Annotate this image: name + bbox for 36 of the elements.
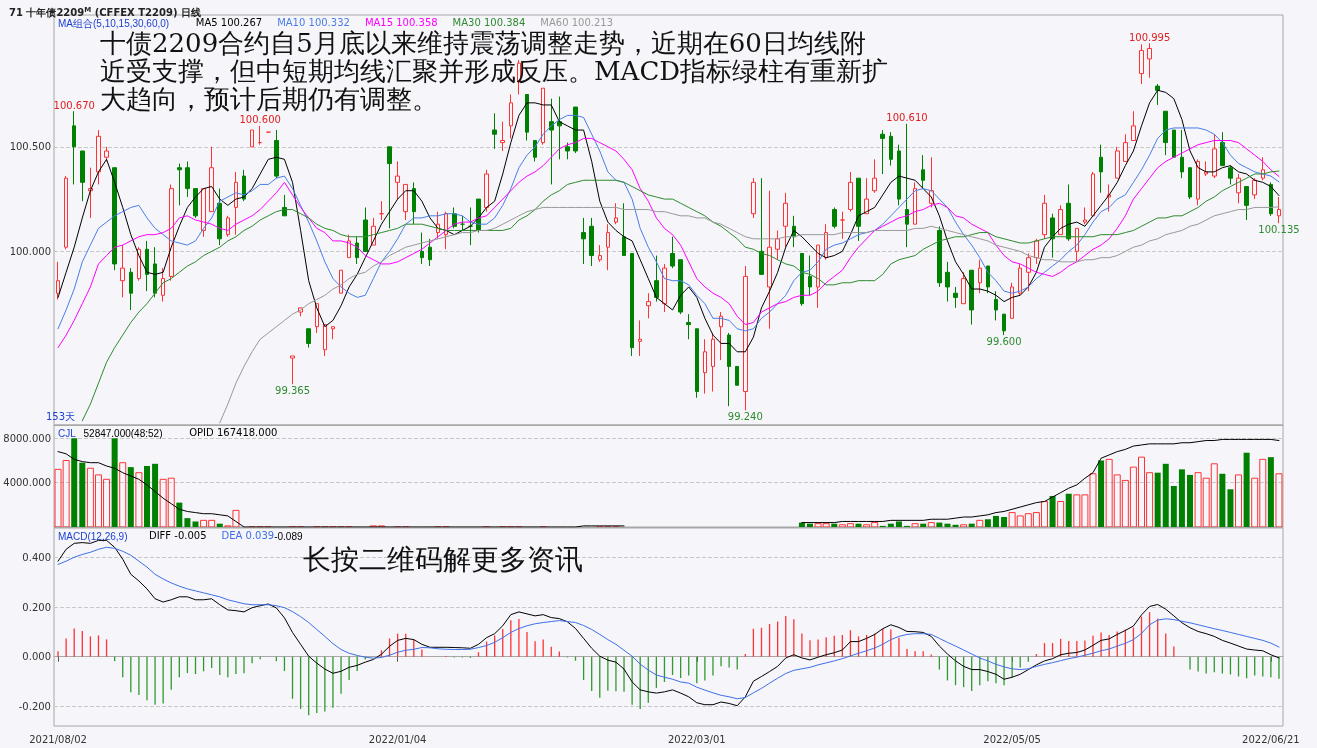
annotation: 100.610 [886, 112, 928, 124]
x-tick-label: 2022/05/05 [983, 733, 1041, 745]
annotation: 100.135 [1258, 223, 1300, 235]
x-tick-label: 2022/03/01 [667, 733, 726, 745]
legend-title: CJL [58, 427, 77, 439]
y-tick-label: 100.500 [9, 141, 51, 153]
legend-title: MACD(12,26,9) [58, 530, 128, 542]
text: MA15 100.358 [364, 16, 438, 28]
x-tick-label: 2022/06/21 [1242, 733, 1300, 745]
annotation: 100.670 [53, 99, 95, 111]
y-tick-label: -0.200 [18, 700, 51, 712]
annotation: 99.600 [986, 335, 1022, 347]
annotation: 52847.000(48:52) [83, 427, 163, 439]
y-tick-label: 0.000 [22, 651, 51, 663]
text: MA60 100.213 [540, 16, 614, 28]
text: MA30 100.384 [452, 16, 526, 28]
text: DIFF -0.005 [148, 529, 207, 541]
y-tick-label: 8000.000 [3, 432, 51, 444]
annotation: 100.600 [239, 114, 281, 126]
annotation: 153天 [46, 410, 76, 422]
x-tick-label: 2021/08/02 [29, 733, 87, 745]
annotation: 100.995 [1128, 31, 1171, 43]
text: MA5 100.267 [195, 16, 263, 28]
annotation: 长按二维码解更多资讯 [303, 542, 583, 576]
text: MA10 100.332 [277, 16, 350, 28]
text: OPID 167418.000 [189, 426, 278, 438]
annotation: 99.240 [727, 410, 763, 422]
text: DEA 0.039 [221, 529, 275, 541]
y-tick-label: 4000.000 [3, 477, 51, 489]
annotation: 99.365 [275, 384, 311, 396]
y-tick-label: 0.200 [22, 601, 51, 613]
y-tick-label: 0.400 [22, 552, 51, 564]
x-tick-label: 2022/01/04 [368, 733, 427, 745]
y-tick-label: 100.000 [9, 245, 51, 257]
legend-title: MA组合(5,10,15,30,60,0) [58, 17, 170, 29]
annotation: -0.089 [274, 530, 303, 542]
